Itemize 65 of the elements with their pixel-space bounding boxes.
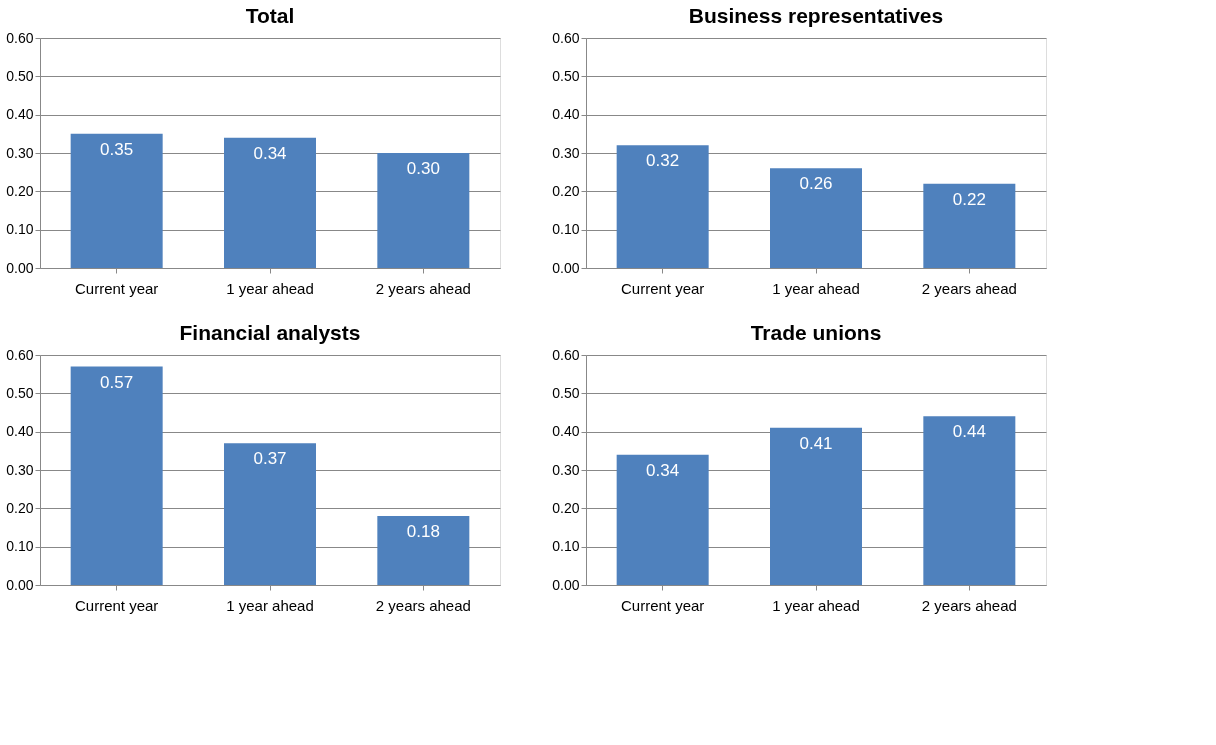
bar	[770, 168, 862, 268]
y-tick-label: 0.60	[6, 29, 34, 46]
x-tick-label: 1 year ahead	[226, 596, 314, 614]
y-tick-label: 0.40	[6, 106, 34, 123]
chart-title: Total	[245, 4, 295, 27]
x-tick-label: 1 year ahead	[226, 279, 314, 297]
y-tick-label: 0.40	[552, 106, 580, 123]
y-tick-label: 0.00	[6, 259, 34, 276]
x-tick-label: 2 years ahead	[921, 596, 1017, 614]
data-label: 0.57	[100, 372, 134, 392]
x-tick-label: 2 years ahead	[921, 279, 1017, 297]
bar	[770, 427, 862, 585]
data-label: 0.30	[406, 159, 440, 178]
y-tick-label: 0.30	[552, 461, 580, 478]
y-tick-label: 0.40	[552, 423, 580, 440]
y-tick-label: 0.60	[552, 346, 580, 363]
y-tick-label: 0.40	[6, 423, 34, 440]
y-tick-label: 0.20	[552, 182, 580, 199]
x-tick-label: Current year	[74, 279, 159, 297]
y-tick-label: 0.60	[552, 29, 580, 46]
y-tick-label: 0.10	[552, 538, 580, 555]
data-label: 0.32	[646, 151, 680, 171]
data-label: 0.44	[952, 422, 986, 442]
y-tick-label: 0.60	[6, 346, 34, 363]
y-tick-label: 0.20	[6, 499, 34, 516]
y-tick-label: 0.10	[552, 221, 580, 238]
y-tick-label: 0.20	[552, 499, 580, 516]
y-tick-label: 0.30	[6, 461, 34, 478]
data-label: 0.26	[799, 174, 833, 194]
y-tick-label: 0.10	[6, 221, 34, 238]
x-tick-label: Current year	[620, 279, 705, 297]
x-tick-label: 1 year ahead	[772, 596, 860, 614]
data-label: 0.34	[253, 143, 287, 163]
y-tick-label: 0.50	[6, 384, 34, 401]
x-tick-label: 2 years ahead	[375, 279, 471, 297]
x-tick-label: Current year	[74, 596, 159, 614]
y-tick-label: 0.30	[552, 144, 580, 161]
bar	[224, 443, 316, 585]
x-tick-label: Current year	[620, 596, 705, 614]
y-tick-label: 0.10	[6, 538, 34, 555]
x-tick-label: 1 year ahead	[772, 279, 860, 297]
data-label: 0.37	[253, 449, 287, 469]
chart-title: Business representatives	[688, 4, 944, 27]
y-tick-label: 0.00	[6, 576, 34, 593]
data-label: 0.34	[646, 460, 680, 480]
y-tick-label: 0.50	[552, 67, 580, 84]
y-tick-label: 0.20	[6, 182, 34, 199]
x-tick-label: 2 years ahead	[375, 596, 471, 614]
data-label: 0.18	[406, 522, 440, 541]
bar	[923, 416, 1016, 585]
data-label: 0.22	[952, 189, 986, 209]
y-tick-label: 0.30	[6, 144, 34, 161]
bar	[616, 454, 709, 585]
y-tick-label: 0.50	[6, 67, 34, 84]
y-tick-label: 0.50	[552, 384, 580, 401]
data-label: 0.35	[100, 139, 134, 159]
bar	[616, 145, 709, 268]
bar	[923, 183, 1016, 268]
y-tick-label: 0.00	[552, 259, 580, 276]
chart-title: Financial analysts	[179, 321, 361, 344]
bar	[377, 516, 470, 585]
y-tick-label: 0.00	[552, 576, 580, 593]
bar	[70, 366, 163, 585]
data-label: 0.41	[799, 433, 833, 453]
chart-title: Trade unions	[750, 321, 882, 344]
